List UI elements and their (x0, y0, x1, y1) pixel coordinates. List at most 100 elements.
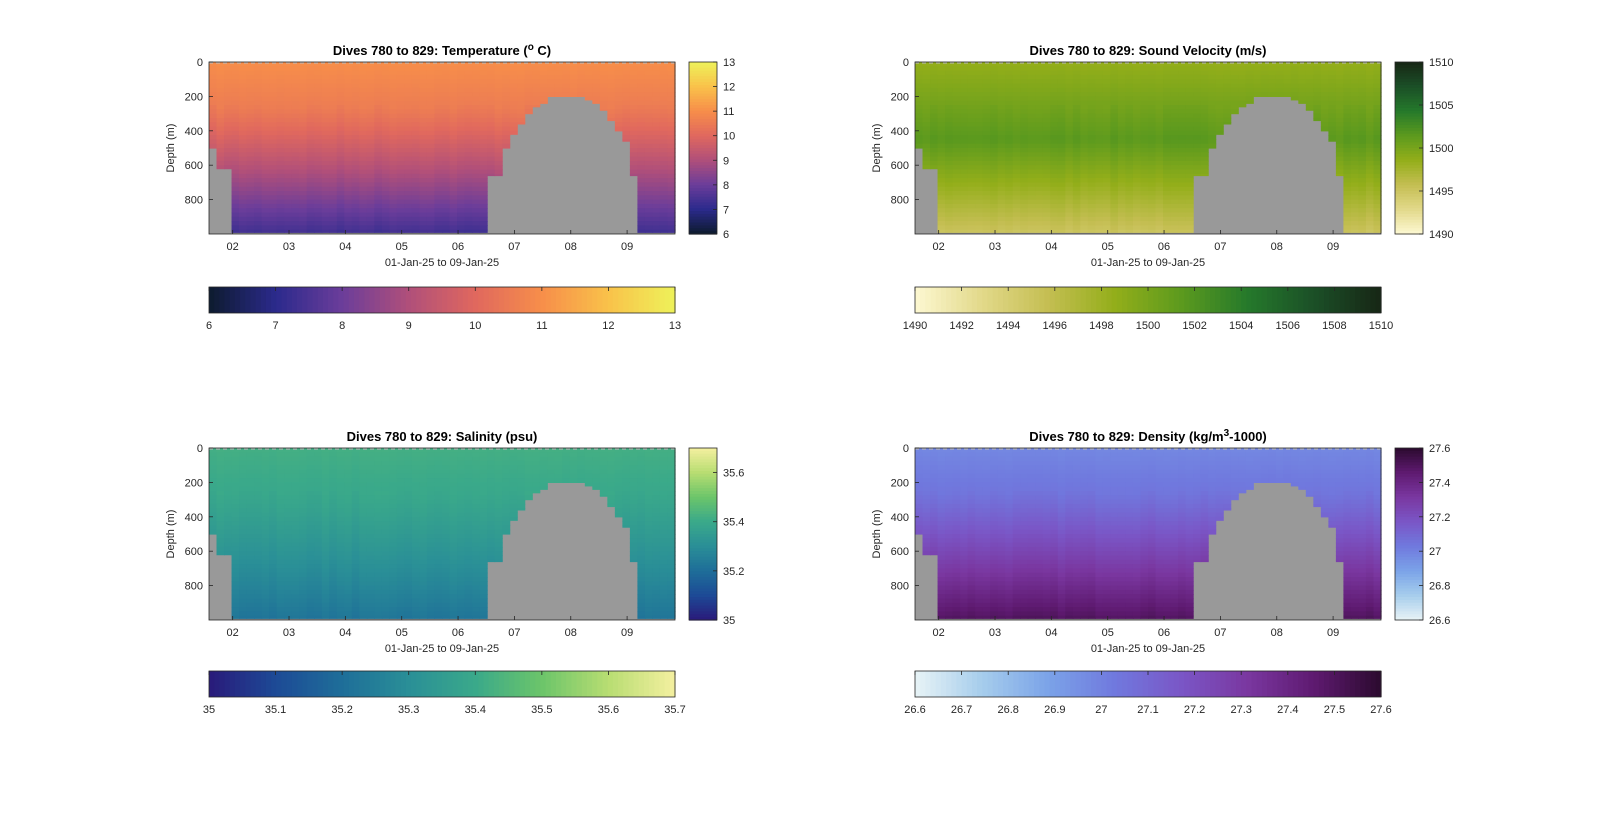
heatmap-cell (261, 160, 270, 166)
heatmap-cell (269, 465, 278, 471)
heatmap-cell (1087, 169, 1096, 175)
heatmap-cell (1065, 173, 1074, 179)
x-axis-label: 01-Jan-25 to 09-Jan-25 (385, 257, 499, 269)
heatmap-cell (381, 126, 390, 132)
heatmap-cell (239, 594, 248, 600)
heatmap-cell (314, 602, 323, 608)
heatmap-cell (1020, 87, 1029, 93)
heatmap-cell (937, 186, 946, 192)
heatmap-cell (419, 126, 428, 132)
heatmap-cell (1117, 135, 1127, 140)
heatmap-cell (622, 122, 631, 128)
heatmap-cell (1087, 160, 1096, 166)
heatmap-cell (359, 66, 368, 72)
heatmap-cell (1163, 169, 1172, 175)
heatmap-cell (1148, 92, 1157, 97)
heatmap-cell (246, 607, 255, 612)
heatmap-cell (1170, 199, 1179, 205)
heatmap-cell (336, 589, 345, 595)
heatmap-cell (351, 117, 360, 123)
heatmap-cell (284, 208, 293, 214)
heatmap-cell (990, 203, 999, 209)
heatmap-cell (479, 135, 488, 140)
heatmap-cell (1087, 186, 1096, 192)
heatmap-cell (329, 160, 338, 166)
heatmap-cell (1148, 126, 1157, 132)
colorbar-segment (930, 287, 937, 313)
heatmap-cell (1042, 165, 1051, 171)
heatmap-cell (306, 83, 315, 89)
heatmap-cell (374, 203, 383, 209)
heatmap-cell (269, 160, 278, 166)
heatmap-cell (381, 203, 390, 209)
heatmap-cell (314, 191, 323, 196)
heatmap-cell (314, 581, 323, 587)
heatmap-cell (239, 465, 248, 471)
heatmap-cell (1178, 130, 1187, 136)
heatmap-cell (472, 229, 481, 233)
heatmap-cell (336, 602, 345, 608)
heatmap-cell (336, 96, 345, 102)
heatmap-cell (479, 195, 488, 201)
heatmap-cell (659, 92, 669, 97)
heatmap-cell (1215, 113, 1224, 119)
heatmap-cell (1102, 160, 1112, 166)
heatmap-cell (1163, 100, 1172, 106)
heatmap-cell (644, 229, 654, 233)
heatmap-cell (239, 508, 248, 514)
heatmap-cell (1020, 109, 1029, 115)
heatmap-cell (1110, 225, 1119, 231)
heatmap-cell (216, 100, 225, 106)
colorbar-segment (1395, 188, 1423, 192)
heatmap-cell (937, 143, 946, 149)
heatmap-cell (1012, 96, 1021, 102)
heatmap-cell (396, 182, 406, 188)
heatmap-cell (502, 117, 511, 123)
heatmap-cell (1208, 96, 1217, 102)
heatmap-cell (321, 191, 330, 196)
heatmap-cell (1350, 208, 1360, 214)
heatmap-cell (366, 105, 375, 110)
colorbar-segment (689, 193, 717, 198)
heatmap-cell (314, 491, 323, 496)
heatmap-cell (269, 491, 278, 496)
heatmap-cell (336, 482, 345, 488)
heatmap-cell (1350, 182, 1360, 188)
heatmap-cell (419, 169, 428, 175)
heatmap-cell (1230, 66, 1239, 72)
heatmap-cell (1193, 70, 1202, 76)
colorbar-segment (400, 287, 407, 313)
heatmap-cell (261, 122, 270, 128)
heatmap-cell (359, 208, 368, 214)
heatmap-cell (381, 96, 390, 102)
heatmap-cell (1373, 225, 1382, 231)
heatmap-cell (1132, 221, 1142, 226)
heatmap-cell (284, 100, 293, 106)
heatmap-cell (472, 74, 481, 80)
heatmap-cell (269, 135, 278, 140)
heatmap-cell (1335, 130, 1345, 136)
heatmap-cell (261, 478, 270, 483)
heatmap-cell (1072, 87, 1081, 93)
heatmap-cell (269, 577, 278, 582)
heatmap-cell (629, 62, 639, 67)
heatmap-cell (569, 62, 578, 67)
heatmap-cell (239, 516, 248, 522)
heatmap-cell (652, 182, 661, 188)
heatmap-cell (1005, 74, 1014, 80)
heatmap-cell (1148, 221, 1157, 226)
colorbar-segment (689, 196, 717, 201)
heatmap-cell (1373, 182, 1382, 188)
heatmap-cell (1163, 208, 1172, 214)
heatmap-cell (960, 70, 969, 76)
heatmap-cell (269, 208, 278, 214)
heatmap-cell (299, 122, 308, 128)
heatmap-cell (1110, 195, 1119, 201)
heatmap-cell (1125, 105, 1134, 110)
heatmap-cell (547, 62, 556, 67)
heatmap-cell (321, 491, 330, 496)
heatmap-cell (231, 521, 240, 526)
heatmap-cell (269, 165, 278, 171)
heatmap-cell (569, 74, 578, 80)
heatmap-cell (1178, 113, 1187, 119)
